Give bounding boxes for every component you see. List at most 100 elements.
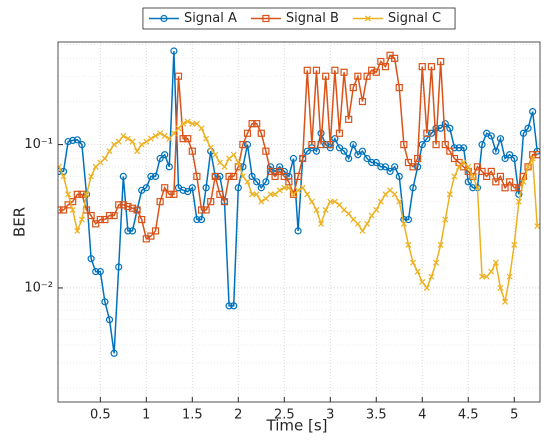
data-point <box>248 172 256 181</box>
data-point <box>520 178 527 185</box>
y-tick-label: 10⁻¹ <box>24 137 53 152</box>
data-point <box>211 172 219 181</box>
data-point <box>341 206 348 213</box>
x-tick-label: 2.5 <box>274 408 295 423</box>
data-point <box>358 147 367 155</box>
data-point <box>83 191 90 198</box>
data-point <box>110 349 118 357</box>
data-point <box>165 163 173 171</box>
x-tick-label: 1.5 <box>182 408 203 423</box>
data-point <box>391 163 399 171</box>
data-point <box>529 107 537 116</box>
data-point <box>276 187 283 194</box>
data-point <box>299 184 306 191</box>
data-point <box>78 216 85 223</box>
data-point <box>257 184 265 192</box>
data-point <box>312 66 321 74</box>
x-tick-label: 0.5 <box>90 408 111 423</box>
data-point <box>120 132 127 139</box>
data-point <box>524 163 532 171</box>
legend-label: Signal C <box>388 11 441 26</box>
data-point <box>437 57 445 66</box>
data-point <box>239 141 247 149</box>
data-point <box>487 167 495 176</box>
data-point <box>289 190 298 198</box>
data-point <box>326 141 334 149</box>
data-point <box>423 284 430 291</box>
data-point <box>299 154 307 163</box>
x-tick-label: 2 <box>234 408 242 423</box>
data-point <box>243 141 252 149</box>
data-point <box>308 141 316 149</box>
data-point <box>483 273 490 280</box>
data-point <box>446 191 453 198</box>
data-point <box>501 154 509 163</box>
data-point <box>414 268 421 275</box>
data-point <box>119 172 127 181</box>
data-point <box>161 184 169 192</box>
data-point <box>202 206 210 214</box>
data-point <box>184 135 192 143</box>
legend-item: Signal C <box>352 11 441 26</box>
data-point <box>188 184 196 192</box>
data-point <box>405 241 412 248</box>
data-point <box>73 136 81 144</box>
data-point <box>262 195 269 202</box>
data-point <box>143 138 150 145</box>
data-point <box>188 147 196 155</box>
data-point <box>138 141 145 148</box>
data-point <box>400 141 408 149</box>
data-point <box>455 158 463 167</box>
data-point <box>180 120 187 127</box>
data-point <box>115 138 122 145</box>
data-point <box>410 259 417 266</box>
data-point <box>59 206 68 214</box>
x-tick-label: 1 <box>142 408 150 423</box>
plot-lines <box>58 47 540 357</box>
data-point <box>303 147 311 155</box>
data-point <box>345 115 353 123</box>
data-point <box>510 154 518 163</box>
data-point <box>308 198 315 205</box>
legend-box <box>142 7 456 30</box>
data-point <box>295 187 302 194</box>
data-point <box>354 72 362 80</box>
data-point <box>96 215 104 224</box>
data-point <box>404 158 413 167</box>
data-point <box>479 273 486 280</box>
data-point <box>317 141 325 149</box>
data-point <box>456 163 463 170</box>
data-point <box>175 125 182 132</box>
data-point <box>478 167 486 176</box>
data-point <box>281 184 288 191</box>
data-point <box>496 172 505 181</box>
data-point <box>363 72 371 80</box>
data-point <box>92 268 100 276</box>
data-point <box>455 144 463 152</box>
data-point <box>464 178 472 186</box>
data-point <box>249 191 256 198</box>
data-point <box>359 227 366 234</box>
data-point <box>133 206 141 214</box>
data-point <box>396 198 403 205</box>
data-point <box>437 241 444 248</box>
data-point <box>266 167 275 176</box>
data-point <box>525 163 532 170</box>
data-point <box>152 132 159 139</box>
data-point <box>331 66 339 74</box>
data-point <box>441 141 449 149</box>
data-point <box>235 159 242 166</box>
data-point <box>427 129 436 137</box>
data-point <box>230 172 238 181</box>
data-point <box>418 63 426 71</box>
data-point <box>87 211 95 220</box>
y-axis-label: BER <box>11 207 29 237</box>
data-point <box>58 163 62 170</box>
data-point <box>60 173 67 180</box>
data-point <box>524 124 532 132</box>
data-point <box>322 72 330 80</box>
data-point <box>262 147 270 155</box>
data-point <box>318 220 325 227</box>
data-point <box>497 284 504 291</box>
